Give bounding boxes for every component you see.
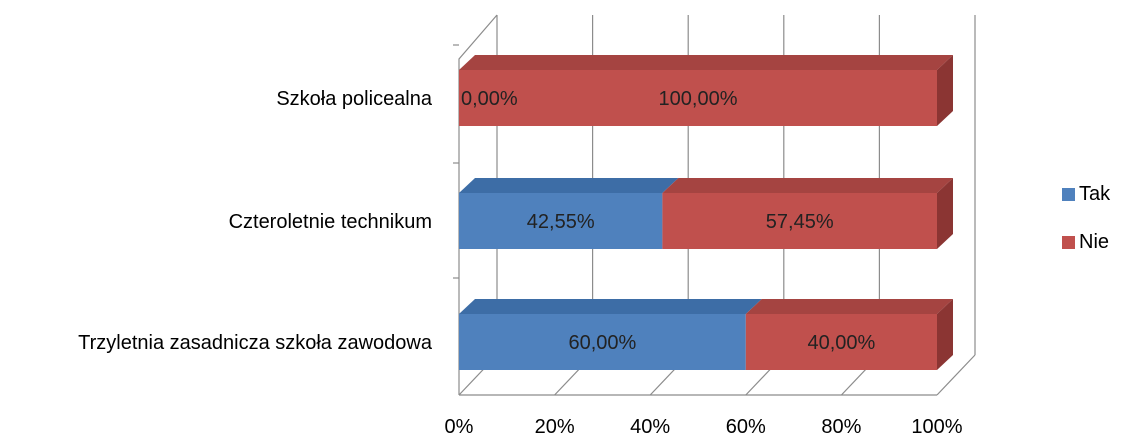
bar-nie (662, 193, 937, 249)
legend-label-nie: Nie (1079, 231, 1109, 253)
category-label: Czteroletnie technikum (229, 211, 432, 233)
x-tick-label: 80% (821, 416, 861, 438)
x-tick-label: 0% (445, 416, 474, 438)
data-label: 42,55% (527, 211, 595, 233)
legend-swatch-nie (1062, 236, 1075, 249)
bar-tak (459, 314, 746, 370)
bars (459, 55, 953, 370)
bar-nie (745, 314, 937, 370)
bar-side-face (937, 55, 953, 126)
data-labels: 0,00% 100,00% 42,55% 57,45% 60,00% 40,00% (461, 88, 876, 354)
data-label: 40,00% (807, 332, 875, 354)
side-wall (458, 14, 498, 395)
category-label: Szkoła policealna (276, 88, 433, 110)
bar-top-face (662, 178, 953, 193)
bar-top-face (745, 299, 953, 314)
bar-top-face (459, 55, 953, 70)
data-label: 57,45% (766, 211, 834, 233)
x-tick-label: 60% (726, 416, 766, 438)
data-label: 60,00% (568, 332, 636, 354)
x-tick-labels: 0% 20% 40% 60% 80% 100% (445, 416, 963, 438)
bar-side-face (937, 299, 953, 370)
x-tick-label: 40% (630, 416, 670, 438)
legend-swatch-tak (1062, 188, 1075, 201)
x-tick-label: 100% (911, 416, 962, 438)
bar-nie (459, 70, 937, 126)
category-label: Trzyletnia zasadnicza szkoła zawodowa (78, 332, 433, 354)
legend-label-tak: Tak (1079, 183, 1111, 205)
chart-walls (453, 14, 937, 396)
floor-gridline (936, 354, 976, 396)
x-tick-label: 20% (535, 416, 575, 438)
bar-side-face (937, 178, 953, 249)
data-label: 100,00% (659, 88, 738, 110)
bar-tak (459, 193, 663, 249)
bar-top-face (459, 299, 762, 314)
legend: Tak Nie (1062, 183, 1111, 253)
category-labels: Szkoła policealna Czteroletnie technikum T… (78, 88, 433, 354)
bar-top-face (459, 178, 679, 193)
data-label: 0,00% (461, 88, 518, 110)
